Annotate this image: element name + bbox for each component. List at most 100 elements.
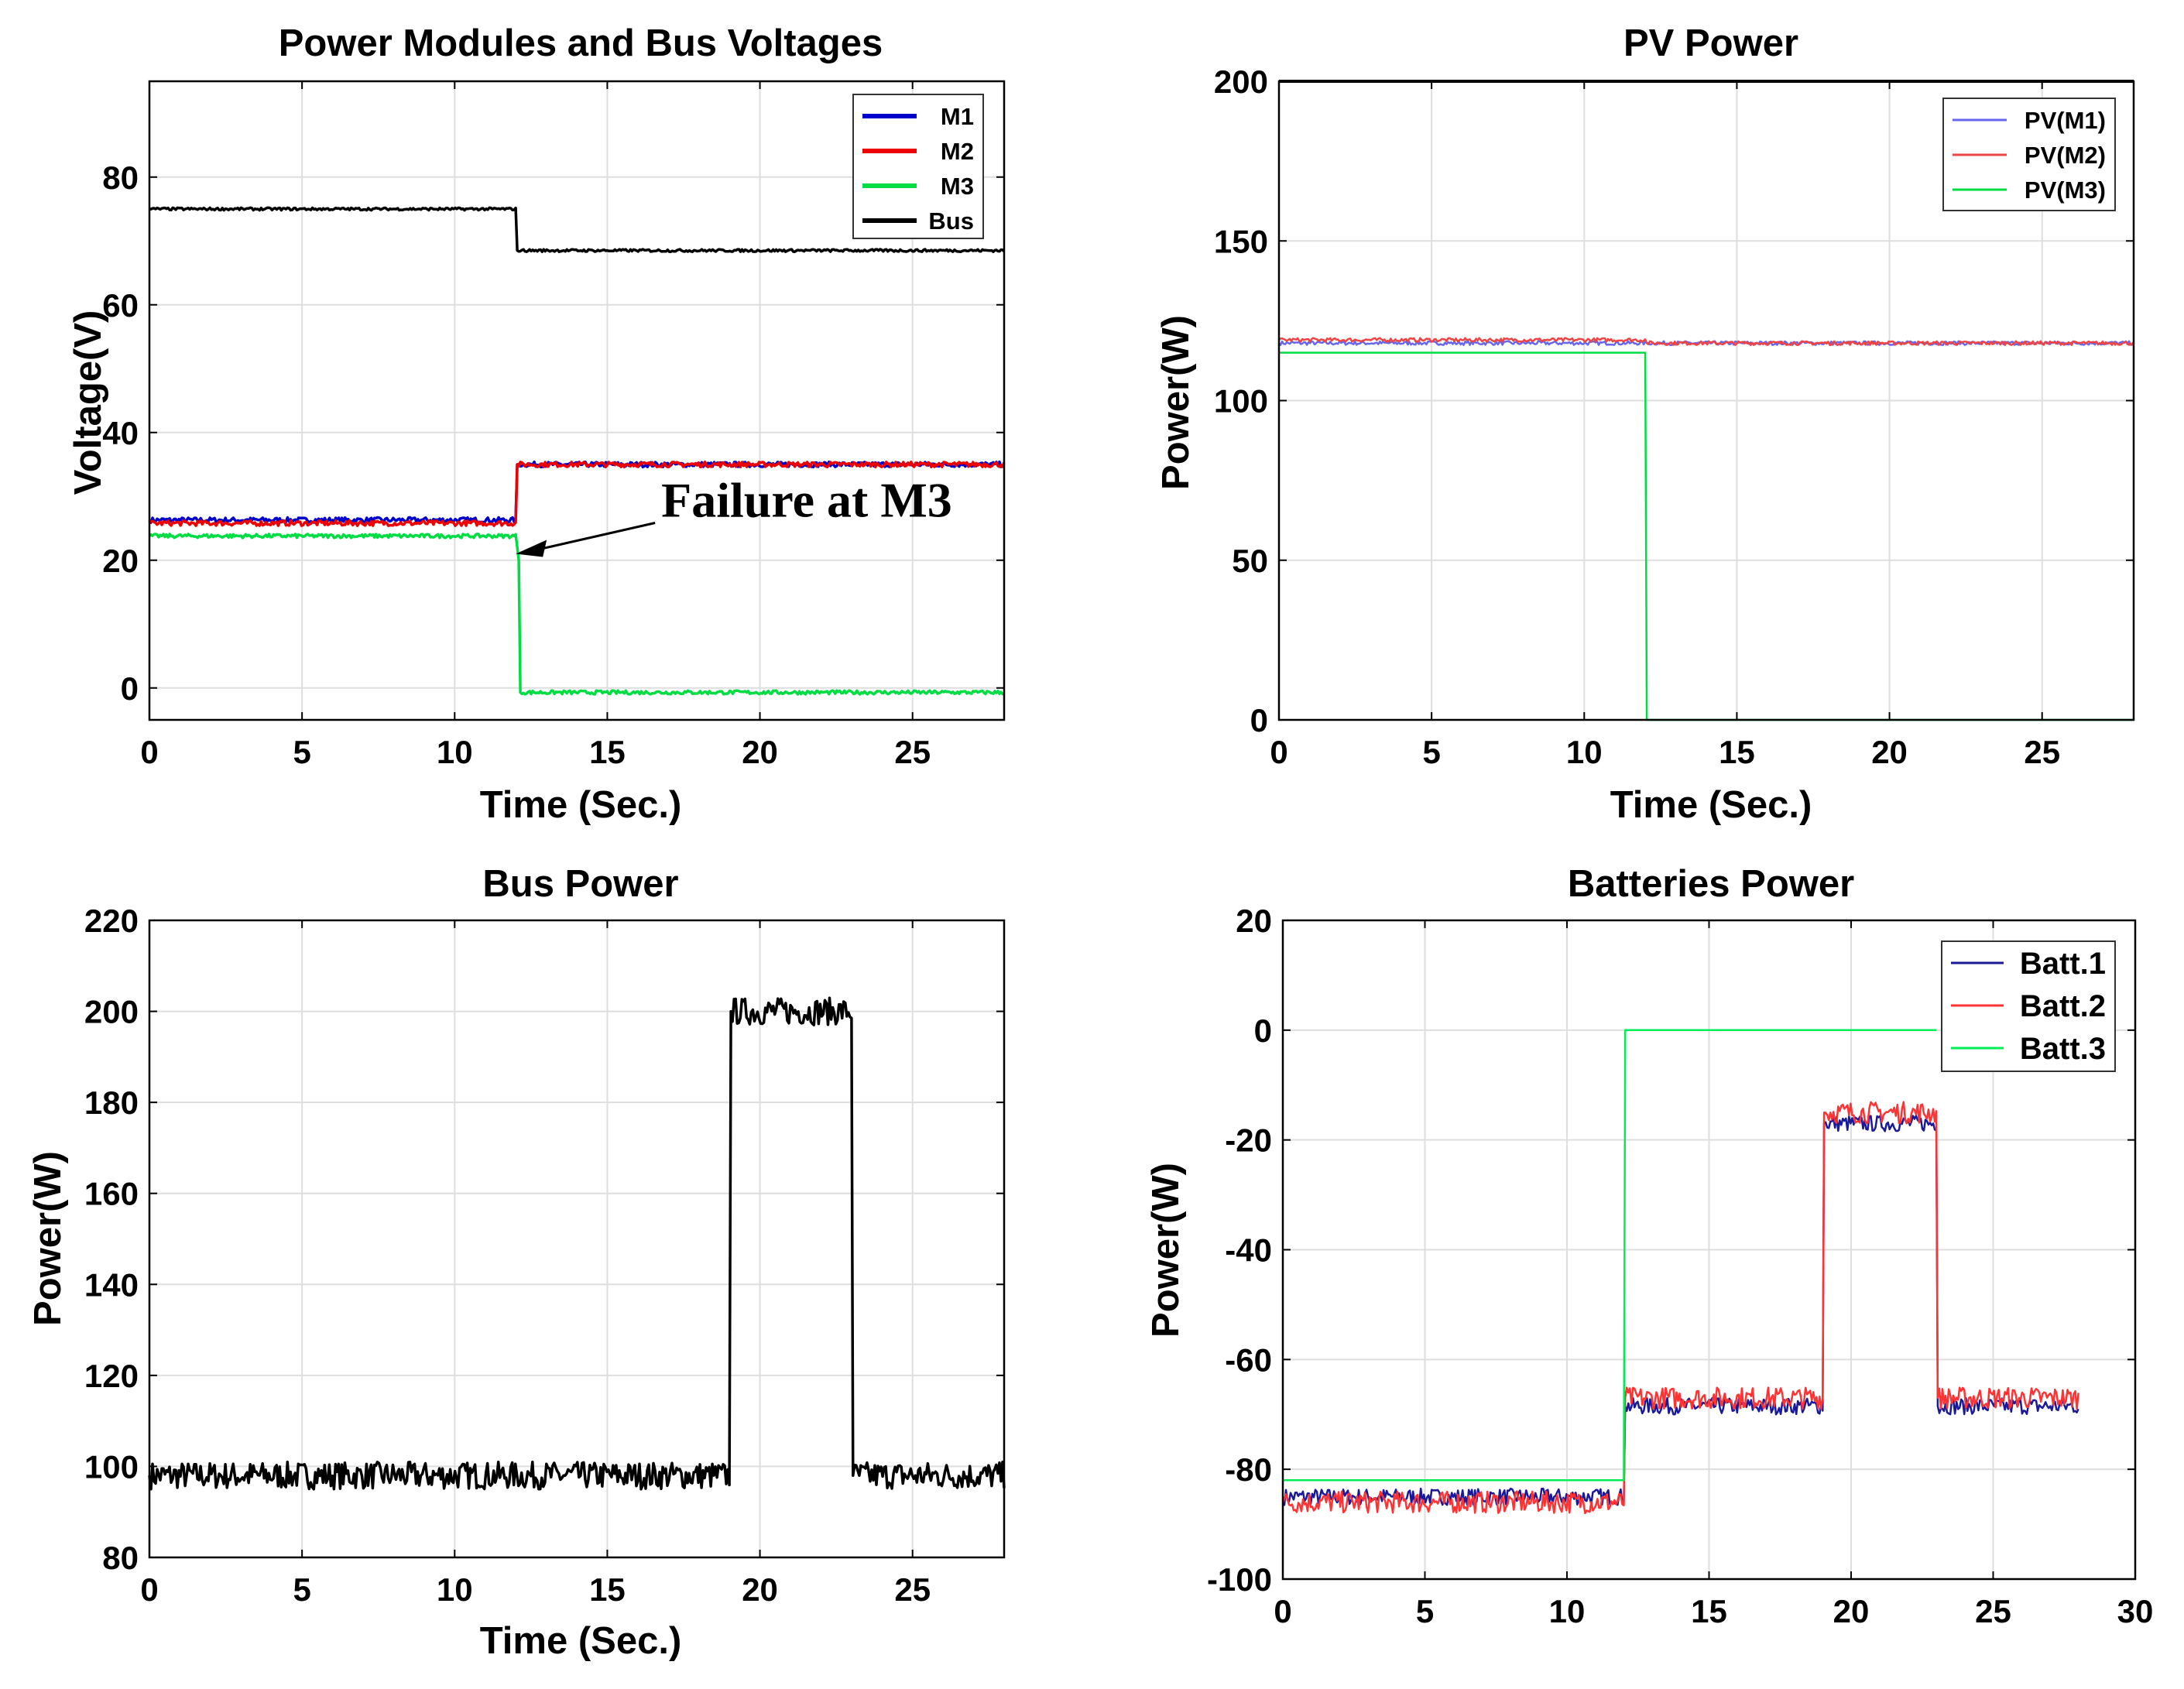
x-axis-label: Time (Sec.)	[480, 1620, 682, 1662]
legend-label: PV(M2)	[2025, 142, 2106, 169]
y-tick-label: 80	[102, 1540, 139, 1576]
y-tick-label: 120	[84, 1358, 139, 1394]
y-tick-label: 0	[1254, 1012, 1272, 1049]
x-tick-label: 10	[1549, 1593, 1586, 1629]
series-line-bus	[149, 206, 1006, 254]
panel-voltages: Power Modules and Bus Voltages Time (Sec…	[67, 22, 1006, 826]
x-axis-label: Time (Sec.)	[480, 784, 682, 826]
y-tick-label: 180	[84, 1084, 139, 1121]
y-tick-label: -100	[1207, 1561, 1272, 1598]
series-line-batt-3	[1283, 1029, 1937, 1482]
x-axis-label: Time (Sec.)	[1610, 784, 1812, 826]
y-tick-label: 20	[1236, 903, 1272, 939]
chart-title: Power Modules and Bus Voltages	[279, 22, 883, 64]
y-tick-label: 0	[1250, 702, 1268, 738]
chart-title: PV Power	[1623, 22, 1798, 64]
legend-label: PV(M3)	[2025, 176, 2106, 204]
panel-batteries-power: Batteries Power Power(W) 0 5 10 15 20 25 30 -10…	[1145, 863, 2153, 1629]
chart-title: Bus Power	[482, 863, 678, 905]
legend-label: Batt.1	[2020, 947, 2106, 981]
x-tick-label: 20	[1871, 734, 1908, 770]
series-group	[1278, 337, 2135, 721]
legend: M1 M2 M3 Bus	[852, 94, 984, 239]
x-tick-label: 15	[589, 734, 626, 770]
ticks: 0 5 10 15 20 25 0 20 40 60 80	[102, 81, 1004, 770]
x-tick-label: 10	[437, 734, 473, 770]
y-tick-label: 220	[84, 903, 139, 939]
x-tick-label: 5	[293, 1571, 310, 1608]
x-tick-label: 0	[140, 734, 158, 770]
x-tick-label: 30	[2117, 1593, 2154, 1629]
x-tick-label: 25	[894, 734, 931, 770]
y-axis-label: Power(W)	[1145, 1163, 1187, 1338]
x-tick-label: 0	[1270, 734, 1287, 770]
x-tick-label: 15	[1691, 1593, 1727, 1629]
legend: PV(M1) PV(M2) PV(M3)	[1942, 98, 2116, 211]
y-tick-label: 100	[84, 1448, 139, 1485]
x-tick-label: 5	[1422, 734, 1440, 770]
x-tick-label: 20	[742, 1571, 778, 1608]
x-tick-label: 0	[1274, 1593, 1291, 1629]
ticks: 0 5 10 15 20 25 30 -100 -80 -60 -40 -20 0 20	[1207, 903, 2153, 1629]
panel-pv-power: PV Power Time (Sec.) Power(W) 0 5 10 15 20 25…	[1155, 22, 2135, 826]
y-tick-label: 200	[84, 994, 139, 1030]
annotation-arrowhead	[516, 540, 547, 557]
y-tick-label: 200	[1214, 63, 1268, 100]
y-tick-label: 60	[102, 287, 139, 324]
y-tick-label: -80	[1225, 1451, 1272, 1488]
ticks: 0 5 10 15 20 25 0 50 100 150 200	[1214, 63, 2134, 770]
legend-label: M2	[941, 138, 974, 165]
series-line-m2	[148, 461, 1006, 527]
y-tick-label: 100	[1214, 383, 1268, 420]
y-tick-label: 160	[84, 1176, 139, 1212]
series-line-bus	[148, 996, 1006, 1491]
annotation: Failure at M3	[516, 473, 952, 557]
series-group	[148, 996, 1006, 1491]
y-axis-label: Voltage(V)	[67, 310, 109, 495]
y-axis-label: Power(W)	[1155, 315, 1197, 490]
series-line-m3	[148, 533, 1005, 696]
y-tick-label: 20	[102, 543, 139, 579]
grid	[1283, 920, 2135, 1579]
legend-label: Batt.2	[2020, 989, 2106, 1023]
series-line-batt-2	[1281, 1101, 2079, 1515]
x-tick-label: 25	[894, 1571, 931, 1608]
y-tick-label: 80	[102, 159, 139, 196]
y-tick-label: 50	[1232, 543, 1268, 579]
x-tick-label: 10	[1566, 734, 1603, 770]
y-tick-label: -60	[1225, 1341, 1272, 1378]
y-tick-label: -40	[1225, 1232, 1272, 1269]
y-tick-label: 40	[102, 415, 139, 451]
legend-label: Batt.3	[2020, 1032, 2106, 1066]
plot-area-border	[148, 80, 1006, 721]
legend: Batt.1 Batt.2 Batt.3	[1941, 940, 2116, 1072]
annotation-text: Failure at M3	[661, 473, 952, 528]
y-tick-label: 0	[121, 670, 139, 707]
x-tick-label: 15	[589, 1571, 626, 1608]
legend-label: Bus	[928, 207, 974, 235]
y-tick-label: 140	[84, 1266, 139, 1303]
x-tick-label: 10	[437, 1571, 473, 1608]
y-axis-label: Power(W)	[27, 1151, 69, 1326]
series-group	[1281, 1029, 2079, 1515]
x-tick-label: 15	[1719, 734, 1755, 770]
legend-label: M3	[941, 173, 974, 200]
grid	[149, 920, 1004, 1557]
series-line-batt-1	[1281, 1115, 2079, 1506]
x-tick-label: 0	[140, 1571, 158, 1608]
panel-bus-power: Bus Power Time (Sec.) Power(W) 0 5 10 15 20 2…	[27, 863, 1006, 1662]
x-tick-label: 5	[293, 734, 310, 770]
series-line-pv-m3-	[1279, 351, 2134, 721]
x-tick-label: 25	[1975, 1593, 2011, 1629]
annotation-arrow-line	[532, 522, 656, 552]
chart-title: Batteries Power	[1568, 863, 1854, 905]
x-tick-label: 20	[742, 734, 778, 770]
plot-area-border	[148, 919, 1006, 1559]
x-tick-label: 20	[1833, 1593, 1870, 1629]
series-line-pv-m2-	[1278, 337, 2135, 346]
legend-label: M1	[941, 103, 974, 130]
x-tick-label: 5	[1416, 1593, 1434, 1629]
series-group	[148, 206, 1006, 696]
legend-label: PV(M1)	[2025, 107, 2106, 134]
